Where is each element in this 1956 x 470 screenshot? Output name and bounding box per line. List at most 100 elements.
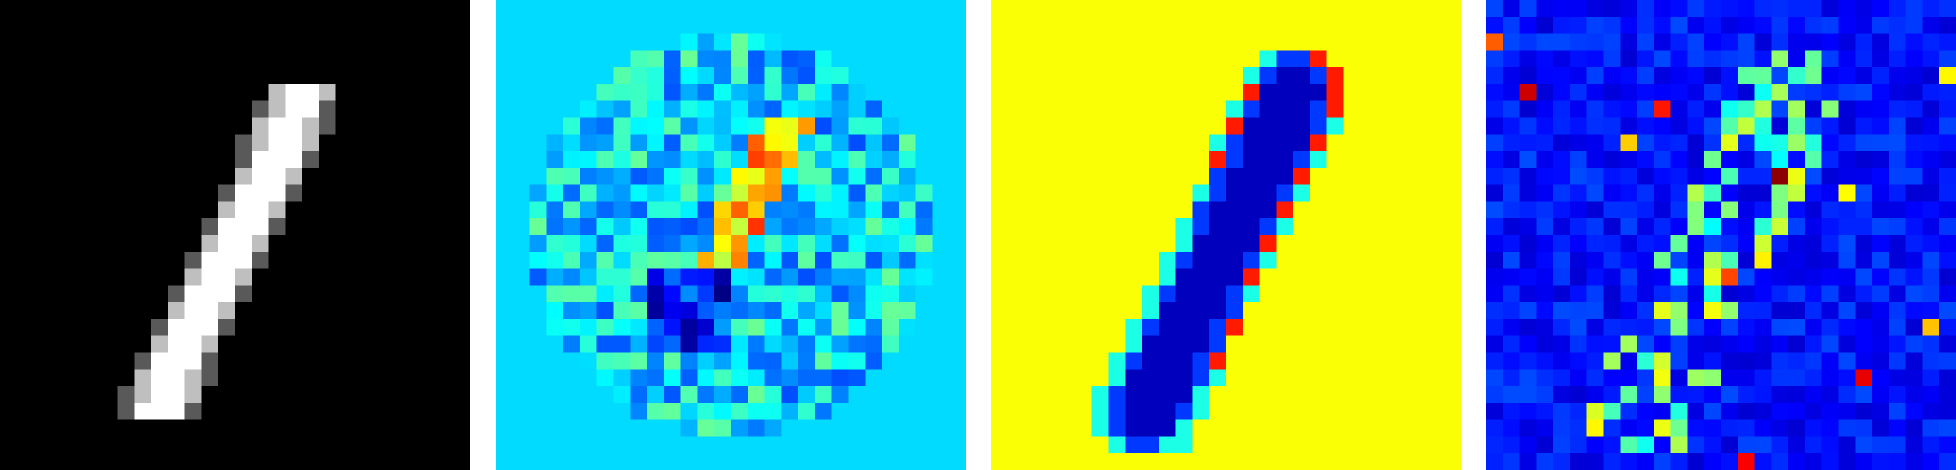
heatmap-b-cell (1410, 184, 1428, 202)
heatmap-a-cell (596, 33, 614, 51)
heatmap-c-cell (1771, 352, 1789, 370)
digit-pixel (268, 335, 286, 353)
digit-pixel (318, 453, 337, 470)
heatmap-c-cell (1872, 167, 1890, 185)
digit-pixel (50, 117, 68, 135)
heatmap-c-cell (1872, 218, 1890, 236)
heatmap-b-cell (1410, 83, 1428, 102)
heatmap-c-cell (1653, 16, 1671, 34)
heatmap-a-cell (714, 352, 732, 370)
heatmap-a-cell (814, 151, 833, 169)
heatmap-b-cell (1360, 83, 1378, 102)
digit-pixel (402, 352, 420, 370)
heatmap-a-cell (814, 402, 833, 420)
digit-pixel (201, 117, 219, 135)
heatmap-a-cell (579, 352, 598, 370)
heatmap-b-cell (1276, 268, 1294, 286)
heatmap-b-cell (1276, 151, 1294, 169)
heatmap-c-cell (1754, 318, 1772, 337)
heatmap-a-cell (848, 335, 866, 353)
digit-pixel (50, 151, 68, 169)
heatmap-b-cell (1410, 16, 1428, 34)
heatmap-a-cell (848, 151, 866, 169)
heatmap-a-cell (647, 218, 665, 236)
heatmap-c-cell (1922, 83, 1940, 102)
heatmap-a-cell (865, 335, 883, 353)
heatmap-b-cell (1377, 235, 1395, 253)
heatmap-b-cell (1192, 419, 1210, 437)
digit-pixel (83, 0, 102, 18)
heatmap-a-cell (848, 235, 866, 253)
heatmap-c-cell (1737, 218, 1755, 236)
heatmap-a-cell (898, 235, 916, 253)
heatmap-b-cell (1427, 335, 1445, 353)
heatmap-b-cell (1074, 0, 1093, 18)
heatmap-a-cell (529, 0, 547, 18)
heatmap-a-cell (613, 318, 631, 337)
heatmap-c-cell (1704, 335, 1722, 353)
heatmap-c-cell (1872, 117, 1890, 135)
heatmap-a-cell (882, 235, 900, 253)
heatmap-c-cell (1754, 335, 1772, 353)
heatmap-c-cell (1922, 318, 1940, 337)
heatmap-a-cell (747, 218, 765, 236)
heatmap-c-cell (1519, 318, 1537, 337)
heatmap-b-cell (1058, 436, 1076, 454)
heatmap-b-cell (1175, 285, 1193, 303)
heatmap-b-cell (1377, 285, 1395, 303)
heatmap-c-cell (1771, 33, 1789, 51)
heatmap-a-cell (663, 201, 681, 219)
heatmap-c-cell (1788, 117, 1806, 135)
heatmap-a-cell (563, 67, 581, 85)
heatmap-b-cell (1024, 151, 1042, 169)
digit-pixel (302, 33, 320, 51)
heatmap-a-cell (814, 251, 833, 269)
heatmap-a-cell (831, 67, 849, 85)
digit-pixel (50, 318, 68, 337)
digit-pixel (16, 83, 34, 102)
heatmap-a-cell (546, 235, 564, 253)
heatmap-c-cell (1804, 268, 1823, 286)
heatmap-c-cell (1687, 167, 1705, 185)
heatmap-a-cell (814, 33, 833, 51)
heatmap-b-cell (1209, 268, 1227, 286)
heatmap-c-cell (1721, 268, 1739, 286)
heatmap-b-cell (1142, 335, 1160, 353)
heatmap-a-cell (781, 151, 799, 169)
heatmap-c-cell (1905, 402, 1923, 420)
heatmap-c-cell (1486, 436, 1504, 454)
heatmap-b-cell (1058, 184, 1076, 202)
heatmap-c-cell (1519, 151, 1537, 169)
heatmap-c-cell (1737, 285, 1755, 303)
heatmap-b-cell (1091, 285, 1109, 303)
digit-pixel (285, 318, 303, 337)
heatmap-b-cell (1074, 419, 1093, 437)
heatmap-b-cell (1041, 235, 1059, 253)
digit-pixel (67, 218, 85, 236)
digit-pixel (268, 419, 286, 437)
heatmap-c-cell (1670, 419, 1688, 437)
heatmap-a-cell (831, 335, 849, 353)
digit-pixel (50, 302, 68, 320)
heatmap-c-cell (1519, 167, 1537, 185)
heatmap-b-cell (1192, 167, 1210, 185)
heatmap-b-cell (1142, 184, 1160, 202)
heatmap-c-cell (1553, 100, 1571, 118)
digit-pixel (436, 386, 454, 404)
digit-pixel (335, 167, 353, 185)
digit-pixel (0, 251, 18, 269)
heatmap-b-cell (1041, 184, 1059, 202)
heatmap-c-cell (1620, 235, 1638, 253)
heatmap-c-cell (1771, 16, 1789, 34)
heatmap-b-cell (1108, 419, 1126, 437)
heatmap-a-cell (512, 402, 530, 420)
digit-pixel (201, 318, 219, 337)
heatmap-c-cell (1519, 218, 1537, 236)
digit-pixel (184, 100, 202, 118)
digit-pixel (251, 50, 269, 68)
digit-pixel (251, 335, 269, 353)
heatmap-a-cell (697, 117, 715, 135)
heatmap-a-cell (596, 402, 614, 420)
heatmap-c-cell (1687, 151, 1705, 169)
heatmap-a-cell (596, 50, 614, 68)
